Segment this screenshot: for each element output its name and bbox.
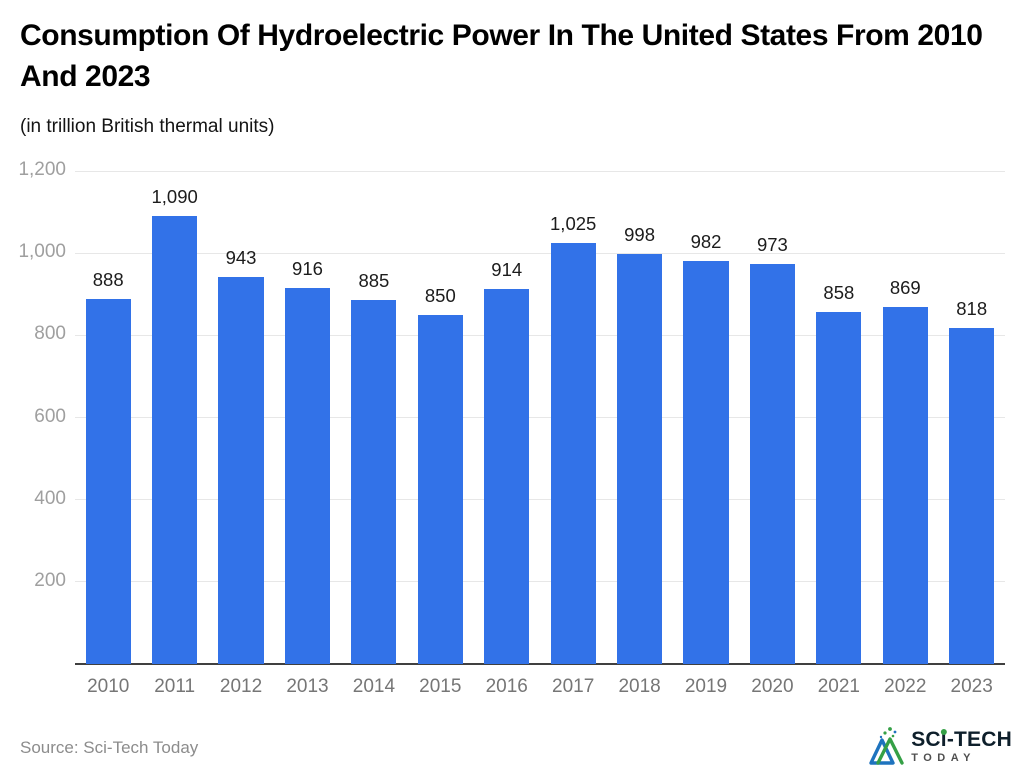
bar-value-label: 850 — [424, 284, 456, 306]
bar-columns: 888 2010 1,090 2011 943 2012 916 2013 885 2014 850… — [75, 171, 1005, 697]
bar — [417, 314, 463, 664]
mountain-logo-icon — [869, 727, 904, 765]
bar-value-label: 982 — [690, 230, 722, 252]
bar-column: 850 2015 — [407, 171, 473, 697]
x-axis-label: 2013 — [286, 676, 329, 697]
bar-column: 818 2023 — [938, 171, 1004, 697]
page-title: Consumption Of Hydroelectric Power In Th… — [20, 19, 983, 93]
bar-column: 858 2021 — [806, 171, 872, 697]
bar — [683, 260, 729, 664]
bar — [351, 300, 397, 664]
bar-column: 888 2010 — [75, 171, 141, 697]
bar — [617, 254, 663, 664]
brand-name: SCi-TECH — [911, 727, 1012, 751]
x-axis-label: 2014 — [352, 676, 396, 697]
bar-column: 998 2018 — [606, 171, 672, 697]
bar-value-label: 943 — [225, 246, 257, 268]
gridline — [75, 581, 1005, 583]
y-axis-label: 400 — [34, 487, 66, 509]
bar — [284, 287, 331, 664]
bar-value-label: 1,090 — [151, 186, 198, 208]
bar — [882, 307, 928, 664]
bar-value-label: 818 — [956, 297, 988, 319]
y-axis-label: 1,200 — [18, 159, 66, 180]
x-axis-line — [75, 663, 1005, 665]
brand-logo: SCi-TECH TODAY — [868, 725, 1012, 767]
x-axis-label: 2019 — [684, 676, 728, 697]
bar-column: 973 2020 — [739, 171, 805, 697]
y-axis-label: 1,000 — [18, 241, 66, 263]
bar-column: 1,090 2011 — [141, 171, 207, 697]
bar — [550, 242, 596, 664]
bar-value-label: 869 — [889, 277, 921, 298]
bar-column: 982 2019 — [673, 171, 739, 697]
brand-subname: TODAY — [911, 751, 976, 764]
bar-column: 885 2014 — [341, 171, 407, 697]
x-axis-label: 2018 — [618, 676, 661, 697]
bar-column: 914 2016 — [474, 171, 540, 697]
source-label: Source: Sci-Tech Today — [20, 738, 199, 757]
bar-column: 916 2013 — [274, 171, 340, 697]
x-axis-label: 2012 — [219, 676, 263, 697]
brand-logo-text: SCi-TECH TODAY — [911, 729, 1012, 764]
bar — [218, 276, 264, 664]
gridline — [75, 499, 1005, 501]
bar-value-label: 1,025 — [550, 212, 597, 234]
bar-value-label: 914 — [491, 258, 523, 280]
bar-column: 1,025 2017 — [540, 171, 606, 697]
x-axis-label: 2023 — [950, 676, 993, 697]
bar-value-label: 973 — [756, 234, 788, 256]
gridline — [75, 252, 1005, 254]
x-axis-label: 2016 — [485, 676, 528, 697]
gridline — [75, 417, 1005, 418]
bar-value-label: 885 — [358, 270, 390, 292]
bar — [85, 299, 131, 664]
bar-column: 943 2012 — [208, 171, 274, 697]
gridline — [75, 170, 1005, 172]
x-axis-label: 2010 — [87, 676, 130, 697]
bar — [152, 216, 198, 664]
x-axis-label: 2021 — [817, 676, 860, 697]
bar-chart: 888 2010 1,090 2011 943 2012 916 2013 885 2014 850… — [75, 170, 1005, 697]
bar-value-label: 888 — [92, 269, 124, 291]
bar — [816, 311, 862, 664]
x-axis-label: 2011 — [154, 676, 196, 697]
bar-value-label: 858 — [823, 281, 855, 303]
y-axis-label: 600 — [34, 405, 66, 427]
bar — [749, 264, 795, 664]
bar-column: 869 2022 — [872, 171, 938, 697]
bar — [484, 288, 530, 664]
x-axis-label: 2020 — [751, 676, 794, 697]
x-axis-label: 2022 — [884, 676, 927, 697]
bar-value-label: 998 — [624, 224, 656, 245]
x-axis-label: 2017 — [552, 676, 595, 697]
brand-letter-i: i — [940, 727, 947, 751]
page-subtitle: (in trillion British thermal units) — [20, 116, 275, 137]
bar-value-label: 916 — [292, 257, 323, 279]
x-axis-label: 2015 — [419, 676, 462, 697]
y-axis-label: 200 — [34, 569, 66, 591]
y-axis-label: 800 — [34, 323, 66, 345]
gridline — [75, 334, 1005, 336]
bar — [949, 327, 995, 664]
